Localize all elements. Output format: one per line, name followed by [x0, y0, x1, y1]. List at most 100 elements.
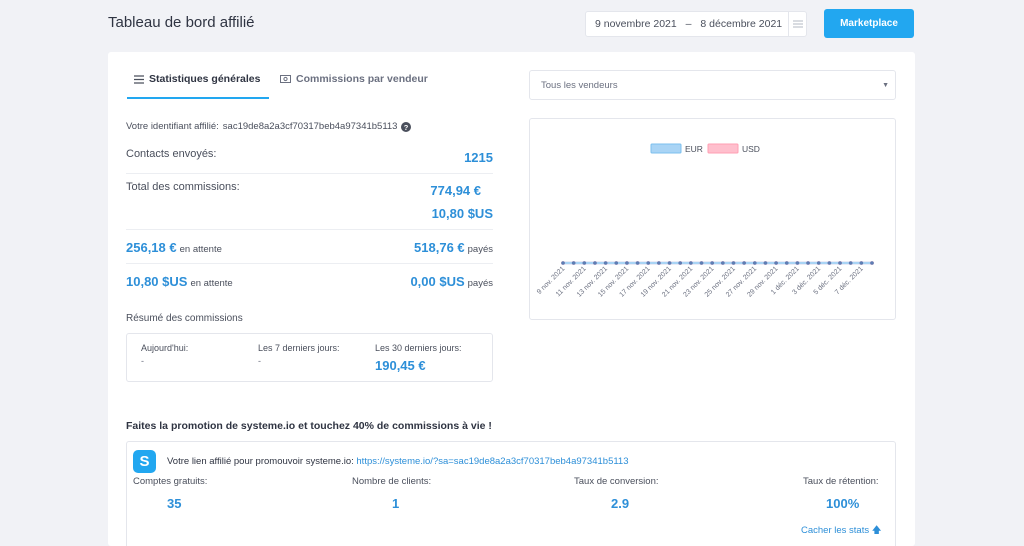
calendar-menu-icon[interactable]	[788, 12, 806, 36]
data-point-eur	[870, 261, 874, 265]
banknote-icon	[280, 75, 291, 83]
vendor-select-value: Tous les vendeurs	[541, 79, 618, 91]
affiliate-link[interactable]: https://systeme.io/?sa=sac19de8a2a3cf703…	[356, 456, 629, 467]
data-point-eur	[806, 261, 810, 265]
help-icon[interactable]: ?	[401, 121, 412, 132]
pending-usd-value: 10,80 $US	[126, 274, 188, 289]
free-accounts-label: Comptes gratuits:	[133, 476, 208, 487]
date-range-picker[interactable]: 9 novembre 2021 – 8 décembre 2021	[585, 11, 807, 37]
data-point-eur	[827, 261, 832, 265]
tab-label: Statistiques générales	[149, 73, 261, 85]
date-from: 9 novembre 2021	[595, 18, 677, 30]
data-point-eur	[795, 261, 800, 265]
data-point-eur	[784, 261, 789, 265]
legend-swatch-usd	[707, 143, 739, 154]
data-point-eur	[614, 261, 619, 265]
date-separator: –	[685, 18, 692, 30]
pending-usd: 10,80 $US en attente	[126, 274, 233, 289]
affiliate-id-label: Votre identifiant affilié:	[126, 121, 219, 132]
pending-eur-suffix: en attente	[179, 244, 222, 255]
main-card	[108, 52, 915, 546]
data-point-eur	[816, 261, 821, 265]
data-point-eur	[678, 261, 683, 265]
data-point-eur	[603, 261, 608, 265]
data-point-eur	[859, 261, 864, 265]
free-accounts-value: 35	[167, 496, 182, 511]
data-point-eur	[774, 261, 778, 265]
active-tab-indicator	[127, 97, 269, 99]
clients-count-label: Nombre de clients:	[352, 476, 432, 487]
data-point-eur	[721, 261, 725, 265]
chart-panel: EUR USD 9 nov. 2021 11 nov. 2021 13 nov. 2…	[529, 118, 896, 320]
divider	[126, 229, 493, 230]
data-point-eur	[699, 261, 704, 265]
page-title: Tableau de bord affilié	[108, 14, 255, 31]
month-value: 190,45 €	[375, 358, 426, 373]
legend-swatch-eur	[650, 143, 682, 154]
arrow-up-icon: 🡅	[871, 525, 882, 536]
retention-rate-value: 100%	[826, 496, 860, 511]
promo-box	[126, 441, 896, 546]
tab-general-stats[interactable]: Statistiques générales	[134, 73, 260, 85]
paid-eur-value: 518,76 €	[414, 240, 465, 255]
date-to: 8 décembre 2021	[700, 18, 783, 30]
tab-commissions-by-vendor[interactable]: Commissions par vendeur	[280, 73, 428, 85]
paid-usd-suffix: payés	[467, 278, 493, 289]
data-point-eur	[752, 261, 757, 265]
total-usd-value: 10,80 $US	[431, 206, 493, 221]
data-point-eur	[742, 261, 746, 265]
today-value: -	[141, 356, 144, 366]
paid-usd-value: 0,00 $US	[410, 274, 465, 289]
divider	[126, 173, 493, 174]
today-label: Aujourd'hui:	[141, 343, 189, 353]
pending-eur: 256,18 € en attente	[126, 240, 222, 255]
paid-eur-suffix: payés	[467, 244, 493, 255]
retention-rate-label: Taux de rétention:	[803, 476, 879, 487]
data-point-eur	[667, 261, 672, 265]
legend-label-usd: USD	[742, 144, 760, 154]
clients-count-value: 1	[392, 496, 400, 511]
promo-title: Faites la promotion de systeme.io et tou…	[126, 420, 492, 432]
data-point-eur	[582, 261, 587, 265]
data-point-eur	[689, 261, 693, 265]
data-point-eur	[657, 261, 661, 265]
affiliate-id-line: Votre identifiant affilié: sac19de8a2a3c…	[126, 121, 412, 132]
summary-box	[126, 333, 493, 382]
marketplace-button[interactable]: Marketplace	[824, 9, 914, 38]
data-point-eur	[561, 261, 565, 265]
svg-text:?: ?	[404, 123, 409, 132]
systeme-logo: S	[133, 450, 156, 473]
contacts-label: Contacts envoyés:	[126, 148, 217, 160]
paid-eur: 518,76 € payés	[414, 240, 493, 255]
total-eur-value: 774,94 €	[430, 183, 481, 198]
caret-down-icon: ▼	[882, 81, 889, 89]
data-point-eur	[763, 261, 768, 265]
data-point-eur	[635, 261, 640, 265]
summary-title: Résumé des commissions	[126, 313, 243, 324]
hide-stats-link[interactable]: Cacher les stats 🡅	[801, 523, 882, 539]
week-label: Les 7 derniers jours:	[258, 343, 340, 353]
data-point-eur	[848, 261, 853, 265]
vendor-select[interactable]: Tous les vendeurs ▼	[529, 70, 896, 100]
data-point-eur	[646, 261, 651, 265]
legend-label-eur: EUR	[685, 144, 703, 154]
pending-usd-suffix: en attente	[190, 278, 233, 289]
list-icon	[134, 74, 144, 84]
conversion-rate-label: Taux de conversion:	[574, 476, 659, 487]
paid-usd: 0,00 $US payés	[410, 274, 493, 289]
data-point-eur	[571, 261, 576, 265]
hide-stats-label: Cacher les stats	[801, 525, 870, 536]
contacts-value: 1215	[464, 150, 493, 165]
total-commissions-label: Total des commissions:	[126, 181, 240, 193]
tab-label: Commissions par vendeur	[296, 73, 428, 85]
data-point-eur	[710, 261, 714, 265]
affiliate-link-line: Votre lien affilié pour promouvoir syste…	[167, 456, 629, 467]
chart-legend: EUR USD	[650, 143, 760, 154]
divider	[126, 263, 493, 264]
affiliate-link-label: Votre lien affilié pour promouvoir syste…	[167, 456, 354, 467]
week-value: -	[258, 356, 261, 366]
data-point-eur	[593, 261, 597, 265]
month-label: Les 30 derniers jours:	[375, 343, 462, 353]
data-point-eur	[625, 261, 629, 265]
